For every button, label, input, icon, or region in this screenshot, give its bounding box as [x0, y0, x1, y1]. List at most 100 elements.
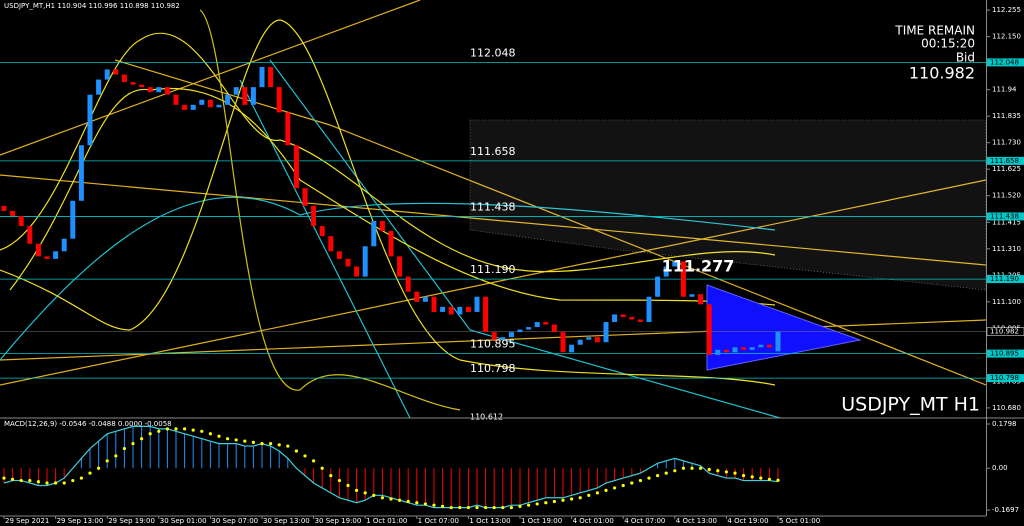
x-tick-label: 4 Oct 07:00: [624, 517, 665, 525]
signal-dot: [363, 491, 367, 495]
macd-bar: [665, 460, 667, 469]
signal-dot: [441, 504, 445, 508]
candle: [483, 296, 489, 333]
candle: [354, 266, 360, 277]
candle: [766, 344, 772, 348]
level-box-label: 112.048: [990, 58, 1019, 66]
macd-bar: [631, 468, 633, 476]
signal-dot: [165, 427, 169, 431]
macd-tick-label: -0.1697: [992, 506, 1019, 514]
candle: [104, 69, 110, 80]
candle: [182, 104, 188, 110]
signal-dot: [122, 446, 126, 451]
signal-dot: [11, 477, 15, 481]
macd-bar: [381, 468, 383, 496]
candle: [663, 266, 669, 277]
candle: [121, 74, 127, 83]
y-tick-label: 111.835: [992, 112, 1021, 120]
macd-bar: [106, 433, 108, 469]
candle: [1, 205, 7, 211]
macd-bar: [270, 446, 272, 469]
macd-bar: [175, 431, 177, 469]
candle: [87, 94, 93, 146]
level-box: [987, 212, 1024, 221]
band: [0, 19, 776, 386]
macd-bar: [373, 468, 375, 496]
candle: [362, 246, 368, 277]
candle: [534, 322, 540, 328]
signal-dot: [750, 475, 754, 479]
signal-dot: [337, 478, 341, 483]
signal-dot: [200, 429, 204, 433]
signal-dot: [406, 499, 410, 504]
signal-dot: [647, 476, 651, 480]
macd-bar: [98, 441, 100, 469]
level-label: 110.798: [470, 362, 516, 375]
band: [0, 32, 776, 273]
macd-bar: [3, 468, 5, 484]
signal-dot: [97, 466, 101, 470]
signal-dot: [656, 474, 660, 478]
candle: [749, 347, 755, 350]
candle: [345, 258, 351, 267]
macd-bar: [579, 468, 581, 493]
candle: [680, 261, 686, 297]
candle: [603, 322, 609, 343]
macd-bar: [614, 468, 616, 481]
macd-bar: [528, 468, 530, 503]
candle: [620, 314, 626, 317]
macd-bar: [682, 460, 684, 469]
bid: 110.982: [909, 64, 975, 83]
y-tick-label: 112.150: [992, 33, 1021, 41]
level-box: [987, 374, 1024, 383]
signal-dot: [36, 480, 41, 484]
macd-bar: [674, 458, 676, 469]
x-tick-label: 1 Oct 13:00: [469, 517, 510, 525]
candle: [397, 256, 403, 277]
macd-bar: [37, 468, 39, 486]
macd-bar: [424, 468, 426, 506]
macd-bar: [622, 468, 624, 479]
macd-bar: [244, 446, 246, 469]
signal-dot: [587, 493, 591, 497]
signal-dot: [28, 478, 32, 483]
candle: [276, 87, 282, 113]
macd-bar: [502, 468, 504, 508]
candle: [655, 276, 661, 297]
candle: [517, 329, 523, 333]
bid-box-label: 110.982: [990, 328, 1019, 336]
candle: [311, 205, 317, 227]
y-tick-label: 111.520: [992, 192, 1021, 200]
macd-title: MACD(12,26,9) -0.0546 -0.0488 0.0000 -0.…: [4, 420, 172, 428]
macd-bar: [235, 443, 237, 469]
candle: [388, 231, 394, 257]
candle: [431, 296, 437, 312]
x-tick-label: 5 Oct 01:00: [779, 517, 820, 525]
y-tick-label: 111.730: [992, 139, 1021, 147]
candle: [508, 332, 514, 338]
macd-bar: [338, 468, 340, 498]
macd-bar: [304, 468, 306, 476]
macd-bar: [356, 468, 358, 503]
level-box-label: 110.798: [990, 374, 1019, 382]
candle: [448, 306, 454, 315]
x-tick-label: 29 Sep 13:00: [57, 517, 104, 525]
symbol-label: USDJPY_MT H1: [841, 394, 980, 416]
signal-dot: [226, 437, 230, 441]
candle: [723, 349, 729, 353]
signal-dot: [518, 504, 522, 508]
signal-dot: [114, 454, 118, 458]
macd-bar: [657, 463, 659, 469]
macd-bar: [184, 433, 186, 469]
trendline: [0, 179, 987, 386]
macd-bar: [571, 468, 573, 496]
macd-bar: [46, 468, 48, 486]
x-tick-label: 1 Oct 01:00: [366, 517, 407, 525]
signal-dot: [492, 506, 496, 510]
candle: [474, 296, 480, 312]
candle: [414, 291, 420, 302]
signal-dot: [535, 502, 539, 506]
level-label: 110.895: [470, 338, 516, 351]
macd-bar: [158, 428, 160, 469]
candle: [689, 294, 695, 297]
